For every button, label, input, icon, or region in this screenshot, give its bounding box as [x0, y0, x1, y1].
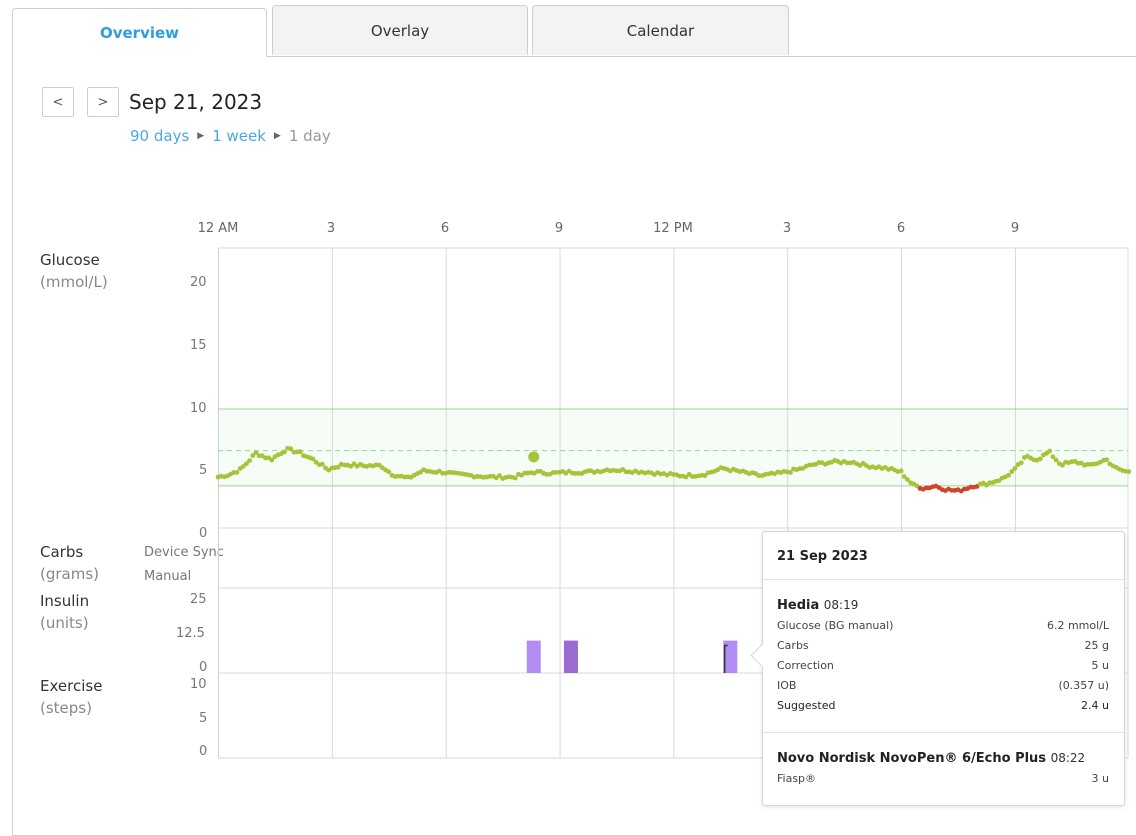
insulin-tick: 12.5 [176, 626, 205, 641]
insulin-tick: 0 [199, 660, 208, 675]
cgm-reading [297, 449, 303, 455]
tooltip-app-header: Hedia 08:19 [777, 598, 859, 613]
exercise-label: Exercise (steps) [40, 677, 103, 717]
bg-manual-point [528, 451, 540, 463]
tooltip-row: IOB (0.357 u) [777, 678, 1109, 692]
insulin-doses [526, 640, 738, 673]
cgm-reading [1006, 472, 1012, 478]
glucose-tick: 15 [190, 338, 207, 353]
next-day-button[interactable]: > [87, 87, 119, 117]
cgm-reading [244, 461, 249, 467]
cgm-reading [1126, 469, 1132, 475]
cgm-reading [310, 456, 316, 462]
carbs-source-device-sync: Device Sync [144, 545, 224, 560]
insulin-dose-bar [723, 640, 738, 673]
range-1-day-current: 1 day [288, 127, 331, 145]
cgm-reading [1012, 465, 1018, 471]
previous-day-button[interactable]: < [42, 87, 74, 117]
tab-overview[interactable]: Overview [12, 8, 267, 57]
glucose-tick: 10 [190, 401, 207, 416]
breadcrumb: 90 days ▶ 1 week ▶ 1 day [130, 127, 331, 145]
exercise-tick: 5 [199, 711, 208, 726]
cgm-reading [376, 462, 382, 468]
cgm-reading [497, 473, 502, 479]
cgm-reading [1053, 457, 1059, 463]
cgm-reading [269, 457, 275, 463]
tooltip-pen-section: Novo Nordisk NovoPen® 6/Echo Plus 08:22 … [763, 733, 1124, 788]
range-90-days-link[interactable]: 90 days [130, 127, 190, 145]
glucose-tick: 5 [199, 463, 208, 478]
cgm-reading [512, 475, 518, 481]
cgm-reading [288, 446, 294, 452]
cgm-reading [788, 470, 793, 475]
time-tick: 6 [896, 221, 906, 236]
tab-overlay[interactable]: Overlay [272, 5, 528, 55]
cgm-reading [282, 449, 287, 455]
insulin-dose-bar [563, 640, 578, 673]
suggested-dose-marker [723, 644, 728, 673]
cgm-reading [335, 464, 341, 470]
exercise-tick: 10 [190, 677, 207, 692]
tooltip-row: Suggested 2.4 u [777, 698, 1109, 712]
event-tooltip: 21 Sep 2023 Hedia 08:19 Glucose (BG manu… [750, 531, 1125, 806]
cgm-reading [1009, 469, 1015, 474]
range-1-week-link[interactable]: 1 week [212, 127, 266, 145]
cgm-reading [1047, 448, 1053, 454]
cgm-reading [702, 473, 708, 478]
tooltip-pen-header: Novo Nordisk NovoPen® 6/Echo Plus 08:22 [777, 751, 1086, 766]
exercise-tick: 0 [199, 744, 208, 759]
chart-grid [218, 247, 1129, 759]
insulin-tick: 25 [190, 592, 207, 607]
time-tick: 6 [440, 221, 450, 236]
glucose-tick: 20 [190, 275, 207, 290]
cgm-reading [247, 458, 253, 464]
carbs-label: Carbs (grams) [40, 543, 100, 583]
time-tick: 9 [1010, 221, 1020, 236]
glucose-label: Glucose (mmol/L) [40, 251, 108, 291]
cgm-reading [1059, 462, 1065, 468]
insulin-dose-bar [526, 640, 541, 673]
time-tick: 9 [554, 221, 564, 236]
tooltip-row: Glucose (BG manual) 6.2 mmol/L [777, 618, 1109, 632]
cgm-reading [234, 470, 240, 475]
tooltip-date: 21 Sep 2023 [763, 532, 1124, 580]
time-tick: 3 [326, 221, 336, 236]
time-tick: 3 [782, 221, 792, 236]
tooltip-app-section: Hedia 08:19 Glucose (BG manual) 6.2 mmol/… [763, 580, 1124, 733]
glucose-tick: 0 [199, 526, 208, 541]
tab-calendar[interactable]: Calendar [532, 5, 789, 55]
current-date-title: Sep 21, 2023 [129, 90, 263, 114]
carbs-source-manual: Manual [144, 569, 192, 584]
tooltip-row: Carbs 25 g [777, 638, 1109, 652]
tooltip-row: Correction 5 u [777, 658, 1109, 672]
cgm-reading [905, 477, 910, 482]
cgm-reading [901, 474, 907, 479]
cgm-reading [253, 450, 259, 456]
caret-right-icon: ▶ [273, 131, 281, 141]
cgm-reading [1050, 454, 1056, 460]
cgm-series [215, 445, 1132, 494]
cgm-reading [319, 461, 325, 467]
cgm-reading [996, 478, 1002, 484]
cgm-reading [683, 474, 689, 480]
time-tick: 12 AM [197, 221, 239, 236]
time-tick: 12 PM [653, 221, 693, 236]
cgm-reading [1037, 456, 1043, 462]
cgm-reading [1018, 460, 1024, 466]
cgm-reading [386, 469, 392, 475]
cgm-reading [1104, 457, 1110, 463]
insulin-label: Insulin (units) [40, 592, 90, 632]
cgm-reading [898, 468, 904, 474]
cgm-reading [250, 453, 256, 459]
cgm-reading [240, 464, 246, 469]
caret-right-icon: ▶ [197, 131, 205, 141]
tooltip-row: Fiasp® 3 u [777, 771, 1109, 785]
